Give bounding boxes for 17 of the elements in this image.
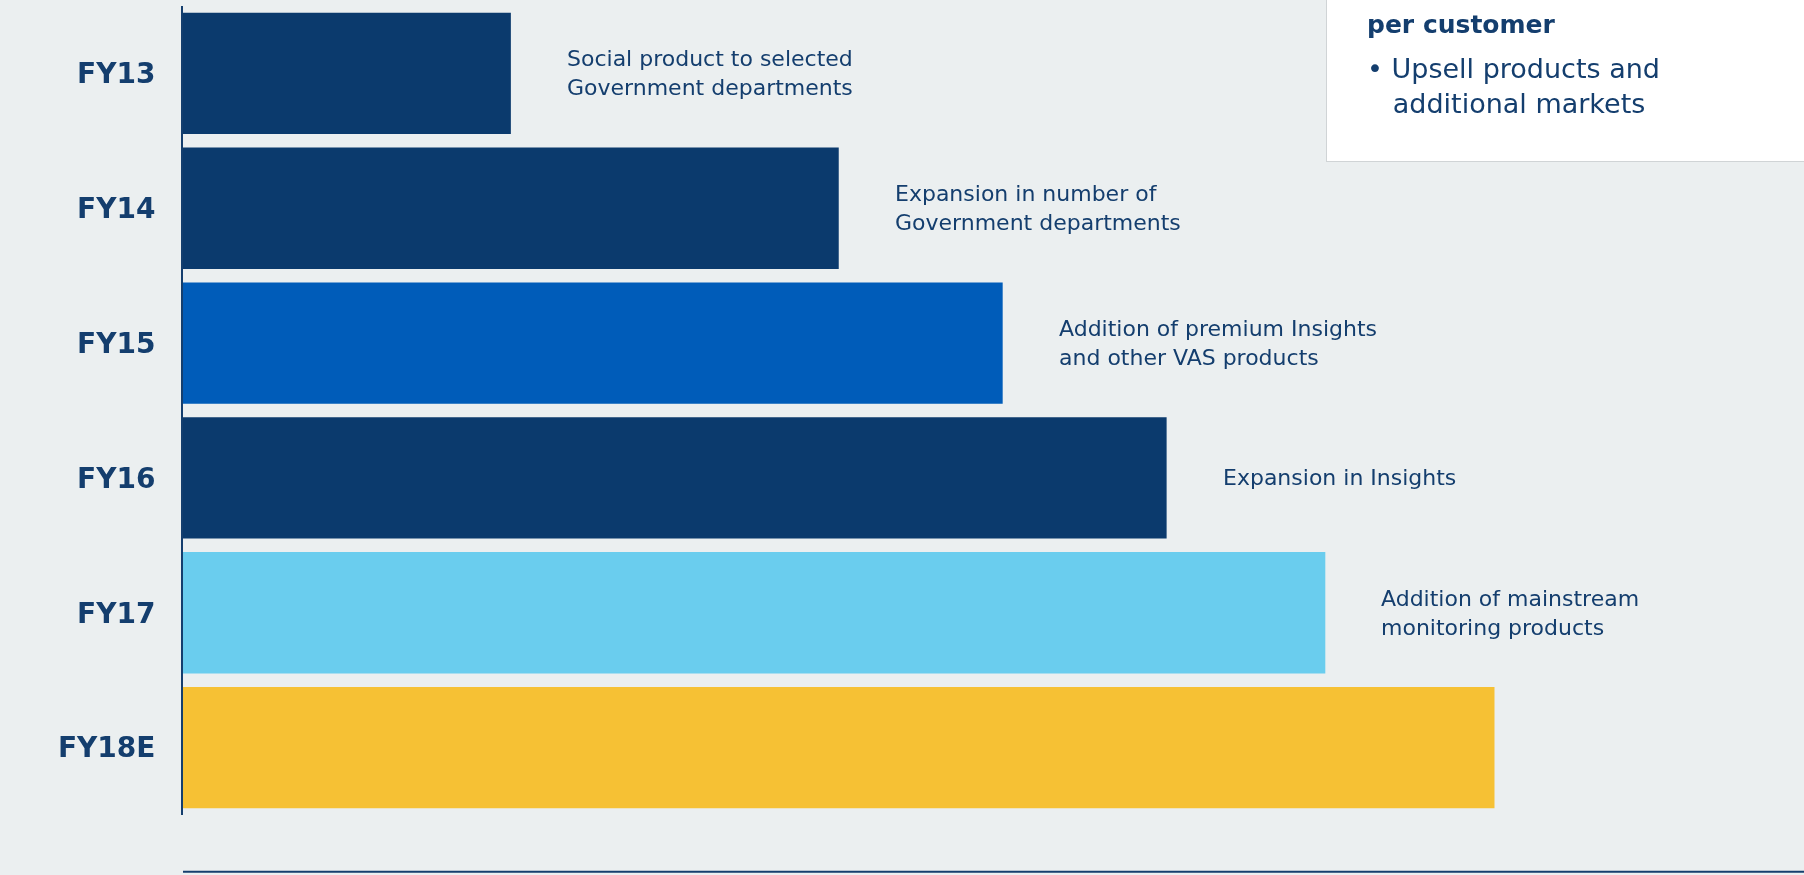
bar [183, 686, 1495, 809]
annotation: • Upsell products and additional markets [1367, 52, 1660, 122]
bar [183, 282, 1003, 404]
annotation: Expansion in number of Government departments [895, 181, 1181, 235]
bar [183, 552, 1326, 674]
y-tick-label: FY14 [77, 192, 156, 226]
annotation: Addition of mainstream monitoring products [1381, 586, 1640, 640]
annotation: Social product to selected Government departments [567, 46, 853, 100]
y-tick-label: FY18E [57, 731, 156, 765]
y-tick-label: FY16 [77, 461, 156, 495]
annotation: Expansion in Insights [1223, 465, 1457, 490]
annotation: per customer [1367, 9, 1555, 41]
y-tick-label: FY15 [77, 326, 156, 360]
y-tick-label: FY13 [77, 57, 156, 91]
text-box: per customer • Upsell products and additional markets [1326, 0, 1804, 162]
y-tick-label: FY17 [77, 596, 156, 630]
annotation: Addition of premium Insights and other VAS products [1059, 316, 1378, 370]
